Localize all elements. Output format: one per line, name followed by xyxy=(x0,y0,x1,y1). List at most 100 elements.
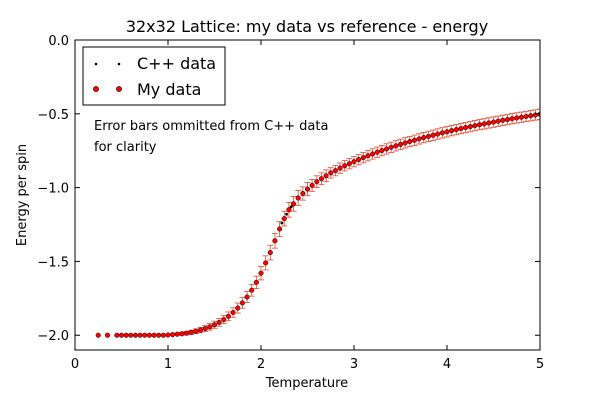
my-data-point xyxy=(444,129,450,135)
my-data-point xyxy=(132,332,138,338)
my-data-point xyxy=(393,143,399,149)
my-data-point xyxy=(207,324,213,330)
my-data-point xyxy=(439,130,445,136)
my-data-point xyxy=(500,117,506,123)
cpp-data-point xyxy=(289,205,293,209)
my-data-point xyxy=(128,332,134,338)
my-data-point xyxy=(95,332,101,338)
my-data-point xyxy=(277,226,283,232)
my-data-point xyxy=(286,207,292,213)
my-data-point xyxy=(118,332,125,338)
my-data-point xyxy=(477,122,483,128)
y-axis-label: Energy per spin xyxy=(15,144,30,246)
my-data-point xyxy=(304,186,311,192)
my-data-point xyxy=(365,153,371,159)
my-data-point xyxy=(160,332,166,338)
my-data-point xyxy=(137,332,143,338)
my-data-point xyxy=(346,161,352,167)
my-data-point xyxy=(370,151,376,157)
x-tick-label: 2 xyxy=(257,357,265,372)
my-data-point xyxy=(384,146,390,152)
my-data-point xyxy=(114,332,120,338)
my-data-point xyxy=(318,176,325,182)
my-data-point xyxy=(397,141,404,147)
y-tick-label: 0.0 xyxy=(48,34,69,49)
y-tick-label: −0.5 xyxy=(37,108,69,123)
my-data-point xyxy=(504,117,511,123)
annotation-line-2: for clarity xyxy=(94,140,157,155)
my-data-point xyxy=(221,317,227,323)
legend-label-cpp: C++ data xyxy=(137,54,216,73)
my-data-point xyxy=(235,305,241,311)
my-data-point xyxy=(323,173,329,179)
my-data-point xyxy=(300,190,306,197)
my-data-point xyxy=(244,294,250,300)
my-data-point xyxy=(332,168,338,174)
my-data-point xyxy=(430,132,436,138)
my-data-point xyxy=(523,113,529,120)
my-data-point xyxy=(351,159,357,165)
plot-frame xyxy=(74,39,541,351)
my-data-point xyxy=(105,332,111,338)
legend-cpp-marker-2 xyxy=(117,62,121,66)
my-data-point xyxy=(435,131,441,137)
x-tick-label: 1 xyxy=(164,357,172,372)
x-tick-label: 5 xyxy=(536,357,544,372)
my-data-point xyxy=(514,115,520,121)
y-tick-label: −2.0 xyxy=(37,329,69,344)
my-data-point xyxy=(267,250,273,256)
legend-box xyxy=(82,46,226,106)
legend-label-mine: My data xyxy=(137,80,201,99)
y-tick-label: −1.0 xyxy=(37,182,69,197)
my-data-point xyxy=(342,163,348,169)
my-data-point xyxy=(402,140,408,146)
my-data-point xyxy=(170,332,176,338)
x-axis-ticks: 0 1 2 3 4 5 xyxy=(71,40,544,372)
my-data-point xyxy=(230,309,236,316)
my-data-point xyxy=(379,148,385,154)
my-data-point xyxy=(425,133,431,139)
my-data-point xyxy=(123,332,129,338)
my-data-point xyxy=(253,279,259,285)
legend: C++ data My data xyxy=(82,46,226,106)
my-data-point xyxy=(453,127,459,133)
chart-title: 32x32 Lattice: my data vs reference - en… xyxy=(126,17,488,36)
legend-mine-marker-1 xyxy=(93,86,99,92)
my-data-point xyxy=(216,319,222,325)
x-tick-label: 3 xyxy=(350,357,358,372)
my-data-point xyxy=(281,216,287,222)
my-data-point xyxy=(490,119,497,125)
my-data-point xyxy=(416,136,422,142)
my-data-point xyxy=(142,332,148,338)
my-data-point xyxy=(463,124,469,131)
my-data-point xyxy=(328,170,334,176)
my-data-point xyxy=(291,201,297,207)
my-data-point xyxy=(258,270,264,276)
my-data-point xyxy=(202,326,208,332)
cpp-data-point xyxy=(280,221,284,225)
my-data-point xyxy=(472,123,478,129)
my-data-point xyxy=(467,124,473,130)
my-data-point xyxy=(495,118,501,124)
legend-mine-marker-2 xyxy=(116,86,122,92)
my-data-point xyxy=(295,195,301,201)
my-data-point xyxy=(509,116,515,122)
my-data-point xyxy=(518,114,524,120)
legend-cpp-marker-1 xyxy=(94,62,98,66)
my-data-point xyxy=(249,287,255,293)
my-data-point xyxy=(360,155,366,161)
my-data-point xyxy=(272,238,278,244)
x-tick-label: 4 xyxy=(443,357,451,372)
my-data-point xyxy=(193,328,199,334)
my-data-point xyxy=(188,329,194,335)
my-data-point xyxy=(184,330,190,336)
my-data-point xyxy=(151,332,157,338)
x-tick-label: 0 xyxy=(71,357,79,372)
my-data-point xyxy=(374,149,380,155)
my-data-point xyxy=(337,165,343,171)
my-data-point xyxy=(481,121,487,127)
y-axis-ticks: 0.0 −0.5 −1.0 −1.5 −2.0 xyxy=(37,34,540,344)
my-data-point xyxy=(449,128,455,134)
my-data-point xyxy=(165,332,171,338)
